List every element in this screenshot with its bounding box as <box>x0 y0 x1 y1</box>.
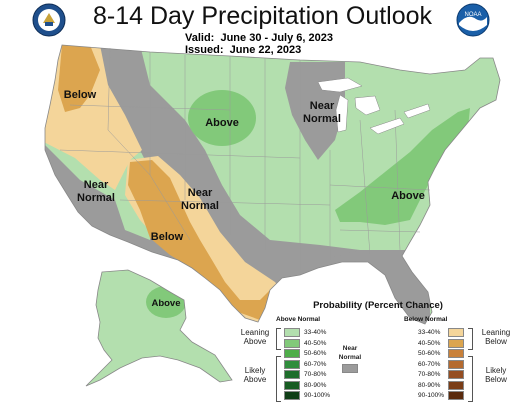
legend-below-swatch <box>448 391 464 400</box>
page-title: 8-14 Day Precipitation Outlook <box>92 2 433 30</box>
label-above-plains: Above <box>205 117 239 129</box>
valid-dates: June 30 - July 6, 2023 <box>220 32 333 44</box>
legend-near-normal-label: Near Normal <box>338 345 362 361</box>
legend-below-label: 40-50% <box>418 339 441 347</box>
legend-likely-above: Likely Above <box>243 366 267 384</box>
legend-below-swatch <box>448 359 464 369</box>
label-near-normal-rockies-1: Near <box>188 187 213 199</box>
legend-bracket-leaning-below <box>468 328 473 350</box>
great-lakes <box>317 77 431 135</box>
legend-above-label: 33-40% <box>304 329 327 336</box>
below-40-50-northwest <box>58 45 100 112</box>
noaa-logo-text: NOAA <box>464 12 481 18</box>
legend-above-swatch <box>284 391 300 400</box>
state-boundaries <box>59 47 431 270</box>
legend-above-label: 50-60% <box>304 350 327 357</box>
legend-above-label: 40-50% <box>304 339 327 347</box>
near-normal-region-southeast <box>330 250 430 324</box>
legend-bracket-leaning-above <box>276 328 281 350</box>
legend-above-swatch <box>284 370 300 379</box>
label-near-normal-west-1: Near <box>84 179 109 191</box>
legend-bracket-likely-below <box>468 356 473 402</box>
legend-above-header: Above Normal <box>276 316 321 323</box>
legend-below-label: 60-70% <box>418 360 441 368</box>
legend-above-swatch <box>284 359 300 369</box>
legend-likely-below: Likely Below <box>485 366 507 384</box>
legend-below-label: 50-60% <box>418 350 441 357</box>
legend-above-swatch <box>284 338 300 348</box>
legend-below-swatch <box>448 349 464 358</box>
legend-above-label: 80-90% <box>304 381 327 389</box>
legend-title: Probability (Percent Chance) <box>313 300 443 311</box>
legend-above-swatch <box>284 380 300 390</box>
valid-label: Valid: <box>185 32 215 44</box>
noaa-logo-icon: NOAA <box>456 3 490 37</box>
legend-above-label: 90-100% <box>304 392 331 399</box>
label-near-normal-great-lakes-1: Near <box>310 100 335 112</box>
issued-label: Issued: <box>185 44 224 56</box>
legend-above-swatch <box>284 349 300 358</box>
issued-date: June 22, 2023 <box>229 44 302 56</box>
date-block: Valid: June 30 - July 6, 2023 Issued: Ju… <box>185 32 333 56</box>
legend-below-label: 80-90% <box>418 381 441 389</box>
above-40-50-plains <box>188 90 256 146</box>
legend-leaning-below: Leaning Below <box>481 328 511 346</box>
legend-above-label: 60-70% <box>304 360 327 368</box>
label-above-east: Above <box>391 190 425 202</box>
probability-legend: Probability (Percent Chance) Above Norma… <box>232 300 524 405</box>
legend-bracket-likely-above <box>276 356 281 402</box>
legend-leaning-above: Leaning Above <box>240 328 270 346</box>
alaska-outline <box>85 269 233 387</box>
legend-below-header: Below Normal <box>404 316 448 323</box>
above-40-50-east <box>335 108 470 225</box>
label-above-alaska: Above <box>151 298 180 309</box>
conus-outline <box>44 44 501 325</box>
legend-below-label: 33-40% <box>418 329 441 336</box>
label-near-normal-great-lakes-2: Normal <box>303 113 341 125</box>
legend-below-swatch <box>448 338 464 348</box>
legend-above-swatch <box>284 328 300 337</box>
legend-above-label: 70-80% <box>304 371 327 378</box>
label-near-normal-rockies-2: Normal <box>181 200 219 212</box>
legend-below-label: 90-100% <box>418 392 445 399</box>
label-below-southwest: Below <box>151 231 184 243</box>
label-near-normal-west-2: Normal <box>77 192 115 204</box>
legend-below-swatch <box>448 380 464 390</box>
legend-below-swatch <box>448 328 464 337</box>
legend-below-swatch <box>448 370 464 379</box>
legend-below-label: 70-80% <box>418 371 441 378</box>
label-below-northwest: Below <box>64 89 97 101</box>
below-40-50-southwest <box>128 160 275 320</box>
legend-near-normal-swatch <box>342 364 358 373</box>
commerce-seal-icon <box>32 3 66 37</box>
